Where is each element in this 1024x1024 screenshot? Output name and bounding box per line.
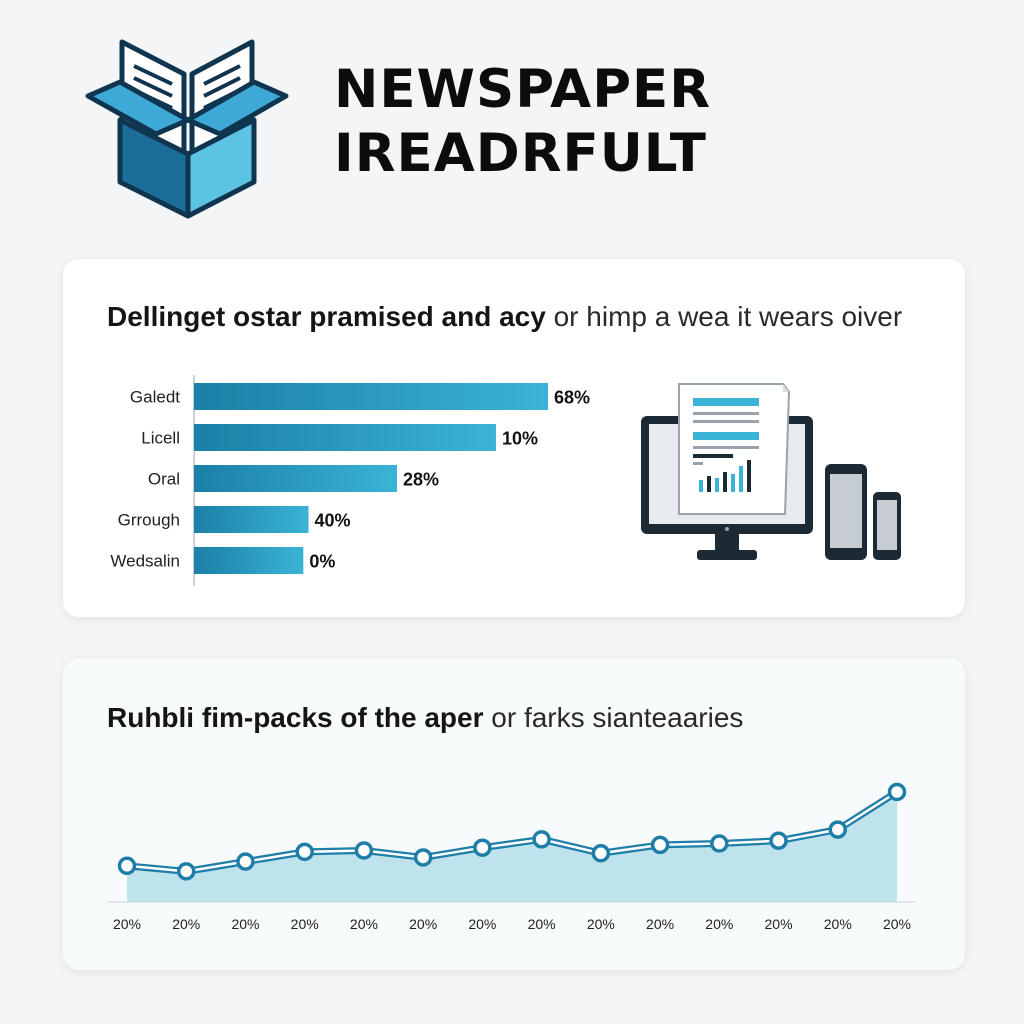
- data-point: [117, 856, 137, 876]
- page-title: NEWSPAPER IREADRFULT: [334, 58, 711, 186]
- bar-chart-card: Dellinget ostar pramised and acy or himp…: [63, 259, 965, 617]
- x-tick-label: 20%: [528, 916, 556, 932]
- bar: [194, 465, 398, 492]
- bar-chart: Galedt 68% Licell 10% Oral 28% Grrough 40% Wedsa…: [110, 375, 590, 586]
- data-point: [236, 852, 255, 871]
- bar-chart-title: Dellinget ostar pramised and acy or himp…: [107, 301, 902, 333]
- x-tick-label: 20%: [350, 916, 378, 932]
- data-point: [710, 834, 729, 853]
- x-tick-label: 20%: [468, 916, 496, 932]
- x-tick-label: 20%: [646, 916, 674, 932]
- x-tick-label: 20%: [172, 916, 200, 932]
- data-point: [176, 862, 196, 881]
- x-tick-label: 20%: [291, 916, 319, 932]
- bar-value-label: 28%: [403, 470, 439, 490]
- open-box-with-newspaper-icon: [85, 39, 289, 219]
- bar-chart-title-bold: Dellinget ostar pramised and acy: [107, 301, 546, 332]
- title-line-2: IREADRFULT: [334, 123, 707, 184]
- area-chart: 20% 20% 20% 20% 20% 20% 20% 20% 20% 20% 20% 20% 20% 2…: [107, 782, 915, 932]
- bar: [194, 506, 309, 533]
- bar-value-label: 10%: [502, 429, 538, 449]
- bar-category-label: Wedsalin: [110, 552, 180, 571]
- title-line-1: NEWSPAPER: [334, 59, 712, 120]
- x-tick-label: 20%: [883, 916, 911, 932]
- x-tick-label: 20%: [824, 916, 852, 932]
- area-chart-card: Ruhbli fim-packs of the aper or farks si…: [63, 658, 965, 970]
- data-point: [650, 835, 670, 855]
- area-chart-title: Ruhbli fim-packs of the aper or farks si…: [107, 702, 743, 734]
- bar-category-label: Oral: [148, 470, 180, 489]
- data-point: [295, 842, 314, 862]
- bar-category-label: Grrough: [118, 511, 180, 530]
- data-point: [473, 838, 492, 857]
- bar-value-label: 68%: [554, 388, 590, 408]
- x-tick-label: 20%: [113, 916, 141, 932]
- desktop-tablet-phone-icon: [641, 383, 901, 560]
- area-chart-title-light: or farks sianteaaries: [491, 702, 744, 733]
- bar-value-label: 0%: [309, 552, 335, 572]
- bar-chart-title-light: or himp a wea it wears oiver: [553, 301, 903, 332]
- data-point: [354, 841, 374, 860]
- bar: [194, 547, 304, 574]
- bar-category-label: Licell: [141, 429, 180, 448]
- area-chart-title-bold: Ruhbli fim-packs of the aper: [107, 702, 484, 733]
- bar-category-label: Galedt: [130, 388, 180, 407]
- bar: [194, 383, 548, 410]
- x-tick-label: 20%: [231, 916, 259, 932]
- data-point: [769, 831, 788, 850]
- x-tick-label: 20%: [705, 916, 733, 932]
- series-line-highlight: [126, 790, 898, 873]
- x-tick-label: 20%: [587, 916, 615, 932]
- data-point: [413, 848, 433, 867]
- bar-value-label: 40%: [315, 511, 351, 531]
- data-point: [532, 830, 551, 849]
- data-point: [828, 820, 848, 839]
- x-tick-label: 20%: [409, 916, 437, 932]
- bar: [194, 424, 496, 451]
- x-tick-label: 20%: [765, 916, 793, 932]
- data-point: [887, 782, 907, 802]
- data-point: [591, 844, 611, 863]
